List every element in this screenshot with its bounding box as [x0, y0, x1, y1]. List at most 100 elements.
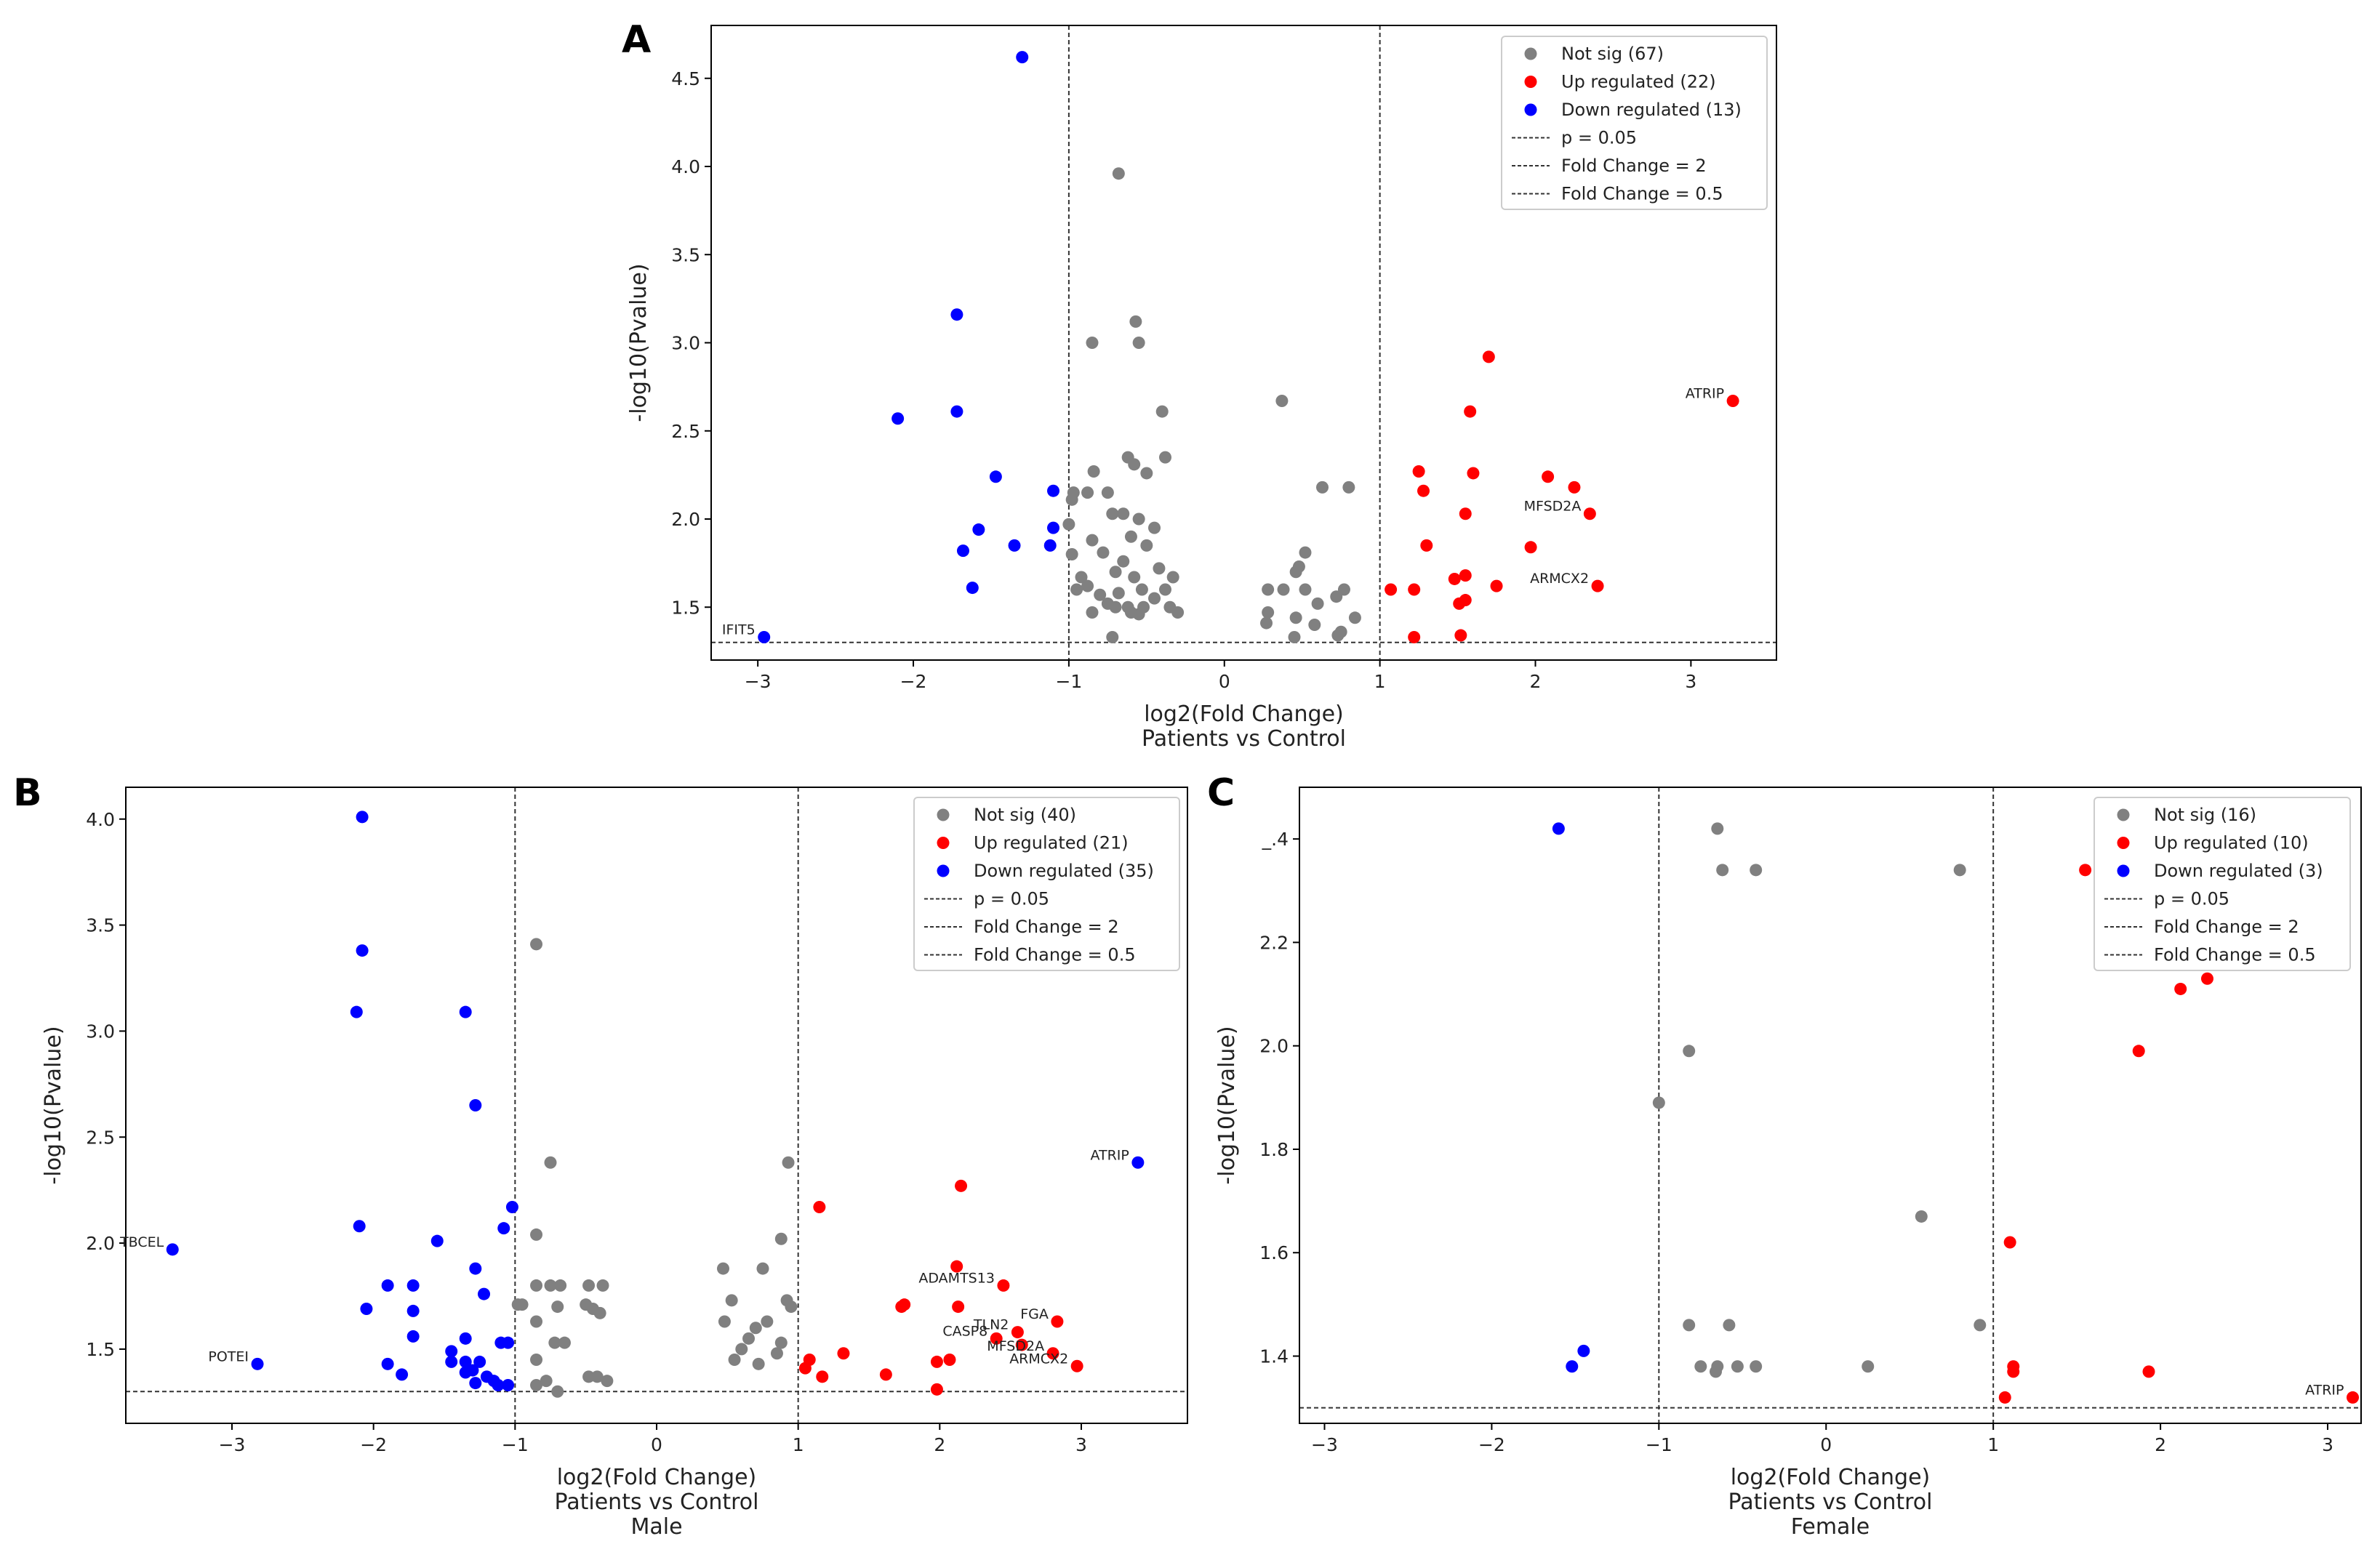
panel-b-gene-label: ADAMTS13 [918, 1270, 995, 1286]
panel-a-down-point [1047, 484, 1060, 497]
panel-a-y-tick-label: 3.0 [671, 333, 700, 354]
panel-a-down-point [1008, 539, 1021, 552]
panel-a-ns-point [1262, 606, 1275, 619]
panel-b-x-tick-label: −1 [502, 1434, 529, 1455]
panel-a-ns-point [1065, 493, 1078, 506]
panel-a-up-point [1482, 350, 1495, 363]
panel-b-legend-label: Not sig (40) [974, 805, 1076, 825]
panel-c-ns-point [1731, 1360, 1744, 1373]
panel-c-x-tick-label: 0 [1820, 1434, 1832, 1455]
panel-b-ns-point [551, 1385, 564, 1398]
panel-b-x-axis-label: log2(Fold Change) [557, 1465, 757, 1490]
panel-b-ns-point [540, 1375, 553, 1388]
panel-b-legend-box [913, 797, 1180, 971]
panel-b-down-point [494, 1336, 508, 1349]
panel-b-down-point [497, 1222, 510, 1235]
panel-c-up-point [2007, 1365, 2020, 1378]
panel-b-gene-label: POTEI [208, 1348, 249, 1364]
panel-c-x-tick-label: −2 [1478, 1434, 1505, 1455]
panel-a-x-tick-label: 0 [1219, 671, 1230, 692]
panel-a-ns-point [1128, 571, 1141, 584]
panel-c-ns-point [1711, 822, 1724, 835]
panel-b-down-point [353, 1220, 366, 1233]
panel-b-down-point [459, 1005, 472, 1018]
panel-a-legend-dot-marker [1524, 76, 1537, 88]
panel-b-down-point [459, 1355, 472, 1368]
panel-c-down-point [1566, 1360, 1579, 1373]
panel-a-x-tick-label: 1 [1374, 671, 1386, 692]
panel-b-down-point [356, 811, 369, 824]
panel-c-ns-point [1683, 1045, 1696, 1058]
panel-b-gene-label: ATRIP [1090, 1147, 1129, 1163]
panel-a-ns-point [1158, 583, 1171, 596]
panel-b-ns-point [551, 1300, 564, 1314]
panel-c-legend-label: Not sig (16) [2154, 805, 2256, 825]
panel-a-up-point [1568, 481, 1581, 494]
panel-c-ns-point [1683, 1319, 1696, 1332]
panel-a-ns-point [1331, 629, 1345, 642]
panel-a-ns-point [1106, 630, 1119, 643]
panel-a-up-point [1417, 484, 1430, 497]
panel-b-ns-point [785, 1300, 798, 1314]
panel-a-ns-point [1087, 465, 1100, 478]
panel-a-chart: −3 −2 −1 0 1 2 3 1.5 2.0 2.5 3.0 3.5 4.0 4.5 log2(Fold… [626, 25, 1777, 752]
panel-a-y-tick-label: 4.0 [671, 156, 700, 177]
panel-a-ns-point [1065, 548, 1078, 560]
panel-a-y-tick-label: 3.5 [671, 244, 700, 265]
panel-c-down-point [1577, 1344, 1590, 1357]
panel-c-legend: Not sig (16) Up regulated (10) Down regula… [2093, 797, 2351, 971]
panel-b-y-axis-label: -log10(Pvalue) [41, 1026, 66, 1184]
panel-c-y-tick-label: 2.0 [1259, 1036, 1289, 1057]
panel-b-down-point [381, 1279, 394, 1292]
panel-a-gene-label: IFIT5 [722, 622, 756, 638]
panel-a-up-point [1591, 579, 1604, 592]
panel-c-down-point [1552, 822, 1565, 835]
panel-a-legend-label: Fold Change = 2 [1561, 156, 1707, 176]
panel-b-ns-point [582, 1370, 596, 1383]
panel-a-ns-point [1109, 600, 1122, 614]
panel-b-ns-point [761, 1315, 774, 1328]
panel-b-down-point [469, 1099, 482, 1111]
panel-a-ns-point [1135, 583, 1148, 596]
panel-a-ns-point [1112, 167, 1125, 180]
panel-b-ns-point [742, 1332, 756, 1345]
panel-c-axes-frame [1299, 787, 2362, 1424]
panel-a-gene-label: ARMCX2 [1530, 571, 1589, 587]
panel-c-ns-point [1974, 1319, 1987, 1332]
panel-b-ns-point [774, 1232, 788, 1245]
panel-a-ns-point [1289, 611, 1302, 624]
panel-b-up-point [1046, 1347, 1059, 1360]
panel-a-gene-label: MFSD2A [1524, 499, 1582, 515]
panel-c-up-point [2347, 1391, 2360, 1404]
panel-a-ns-point [1140, 467, 1153, 480]
panel-a-legend-dot-marker [1524, 103, 1537, 116]
panel-b-down-point [251, 1357, 264, 1370]
panel-a-ns-point [1094, 588, 1107, 601]
panel-a-ns-point [1308, 619, 1321, 631]
panel-a-ns-point [1299, 583, 1312, 596]
panel-b-down-point [478, 1287, 491, 1300]
panel-c-y-tick-label: 1.6 [1259, 1242, 1289, 1263]
panel-c-legend-dot-marker [2117, 808, 2130, 821]
panel-b-ns-point [530, 1279, 543, 1292]
panel-a-up-point [1459, 569, 1472, 582]
panel-a-letter: A [622, 18, 651, 62]
panel-b-ns-point [530, 1379, 543, 1391]
panel-b-up-point [930, 1383, 943, 1396]
panel-b-ns-point [544, 1156, 557, 1169]
panel-b-up-point [955, 1179, 968, 1192]
panel-a-ns-point [1117, 507, 1130, 520]
panel-a-y-tick-label: 2.0 [671, 509, 700, 530]
panel-a-x-tick-label: 3 [1685, 671, 1696, 692]
panel-b-ns-point [582, 1279, 596, 1292]
panel-a-up-point [1524, 541, 1537, 554]
panel-a-legend-label: Not sig (67) [1561, 44, 1664, 64]
panel-b-legend-dot-marker [937, 864, 950, 877]
panel-b-chart: −3 −2 −1 0 1 2 3 1.5 2.0 2.5 3.0 3.5 4.0 log2(Fold Ch… [41, 787, 1188, 1540]
panel-b-down-point [505, 1201, 518, 1213]
panel-a-down-point [1016, 51, 1029, 64]
panel-b-up-point [879, 1368, 892, 1381]
panel-b-x-axis-label: Patients vs Control [555, 1489, 759, 1515]
panel-a-up-point [1453, 597, 1466, 610]
panel-b-legend-label: Fold Change = 0.5 [974, 945, 1136, 965]
